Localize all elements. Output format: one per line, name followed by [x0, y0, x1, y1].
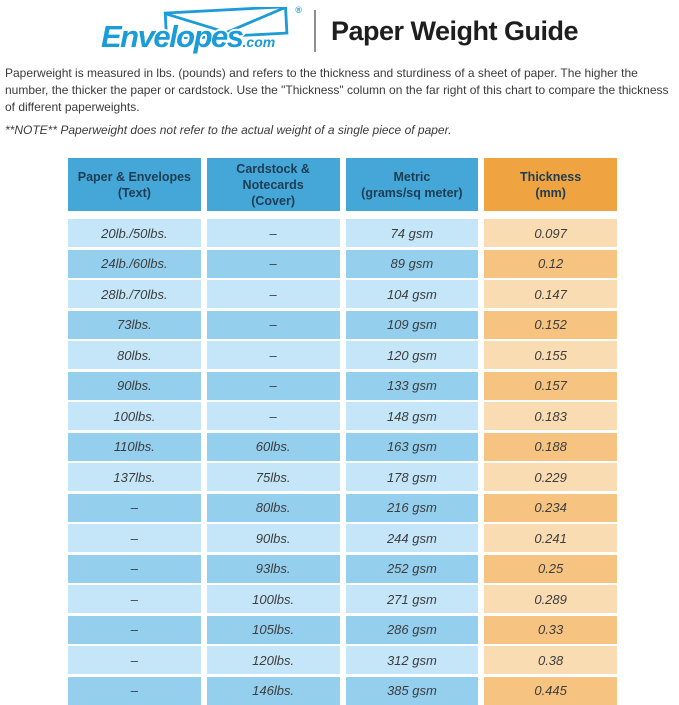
table-cell: 137lbs. [68, 463, 201, 492]
table-cell: – [206, 219, 340, 248]
table-cell: 312 gsm [345, 646, 479, 675]
table-cell: – [68, 524, 201, 553]
table-cell: – [68, 615, 201, 644]
table-cell: 60lbs. [206, 432, 340, 461]
table-cell: 0.289 [484, 585, 617, 614]
table-cell: 74 gsm [345, 219, 479, 248]
table-cell: 0.097 [484, 219, 617, 248]
table-cell: – [68, 676, 201, 705]
registered-mark: ® [295, 5, 302, 15]
header-cell: Metric (grams/sq meter) [345, 158, 479, 212]
table-cell: 0.445 [484, 676, 617, 705]
table-cell: 252 gsm [345, 554, 479, 583]
table-cell: 0.234 [484, 493, 617, 522]
table-row: 137lbs. 75lbs. 178 gsm 0.229 [68, 463, 617, 492]
table-row: –146lbs. 385 gsm 0.445 [68, 676, 617, 705]
table-cell: 0.12 [484, 249, 617, 278]
note-paragraph: **NOTE** Paperweight does not refer to t… [5, 123, 452, 138]
header-divider [313, 10, 316, 52]
table-cell: 100lbs. [206, 585, 340, 614]
table-header-row: Paper & Envelopes (Text) Cardstock & Notec… [68, 158, 617, 212]
logo-text: Envelopes.com [101, 19, 275, 55]
table-cell: 120 gsm [345, 341, 479, 370]
masthead: ® Envelopes.com Paper Weight Guide [0, 0, 679, 56]
table-cell: 0.183 [484, 402, 617, 431]
table-cell: 271 gsm [345, 585, 479, 614]
table-cell: 75lbs. [206, 463, 340, 492]
table-row: –105lbs. 286 gsm 0.33 [68, 615, 617, 644]
table-cell: 148 gsm [345, 402, 479, 431]
table-cell: 146lbs. [206, 676, 340, 705]
intro-paragraph: Paperweight is measured in lbs. (pounds)… [5, 66, 669, 114]
table-cell: 73lbs. [68, 310, 201, 339]
table-row: 110lbs. 60lbs. 163 gsm 0.188 [68, 432, 617, 461]
table-cell: 216 gsm [345, 493, 479, 522]
table-cell: 0.155 [484, 341, 617, 370]
table-cell: – [206, 341, 340, 370]
logo-tld: .com [242, 34, 276, 50]
table-cell: 20lb./50lbs. [68, 219, 201, 248]
table-cell: 80lbs. [206, 493, 340, 522]
table-cell: 0.188 [484, 432, 617, 461]
table-cell: 28lb./70lbs. [68, 280, 201, 309]
envelope-icon [163, 7, 289, 39]
table-cell: 120lbs. [206, 646, 340, 675]
table-cell: 24lb./60lbs. [68, 249, 201, 278]
table-row: 100lbs. –148 gsm 0.183 [68, 402, 617, 431]
header-cell: Paper & Envelopes (Text) [68, 158, 201, 212]
table-cell: 109 gsm [345, 310, 479, 339]
table-cell: 0.147 [484, 280, 617, 309]
table-cell: 0.241 [484, 524, 617, 553]
table-cell: 0.229 [484, 463, 617, 492]
table-cell: 93lbs. [206, 554, 340, 583]
page-title: Paper Weight Guide [330, 15, 579, 46]
table-row: 24lb./60lbs. –89 gsm 0.12 [68, 249, 617, 278]
table-cell: 244 gsm [345, 524, 479, 553]
header-cell: Cardstock & Notecards (Cover) [206, 158, 340, 212]
table-cell: 80lbs. [68, 341, 201, 370]
table-row: –90lbs. 244 gsm 0.241 [68, 524, 617, 553]
table-body: 20lb./50lbs. –74 gsm 0.097 24lb./60lbs. –89 … [68, 219, 617, 705]
table-cell: 90lbs. [68, 371, 201, 400]
table-cell: 89 gsm [345, 249, 479, 278]
table-cell: – [68, 585, 201, 614]
table-cell: 100lbs. [68, 402, 201, 431]
table-cell: – [206, 280, 340, 309]
table-cell: – [68, 646, 201, 675]
table-cell: 163 gsm [345, 432, 479, 461]
table-row: 20lb./50lbs. –74 gsm 0.097 [68, 219, 617, 248]
table-row: 90lbs. –133 gsm 0.157 [68, 371, 617, 400]
table-cell: – [68, 554, 201, 583]
table-cell: 104 gsm [345, 280, 479, 309]
table-cell: 110lbs. [68, 432, 201, 461]
table-row: –120lbs. 312 gsm 0.38 [68, 646, 617, 675]
logo-brand: Envelopes [100, 19, 244, 54]
table-cell: 0.33 [484, 615, 617, 644]
envelopes-logo: ® Envelopes.com [101, 5, 302, 55]
table-cell: 385 gsm [345, 676, 479, 705]
table-cell: 178 gsm [345, 463, 479, 492]
table-row: –100lbs. 271 gsm 0.289 [68, 585, 617, 614]
table-row: 28lb./70lbs. –104 gsm 0.147 [68, 280, 617, 309]
table-cell: 0.157 [484, 371, 617, 400]
table-cell: 0.152 [484, 310, 617, 339]
table-row: –80lbs. 216 gsm 0.234 [68, 493, 617, 522]
table-cell: 105lbs. [206, 615, 340, 644]
table-cell: – [206, 371, 340, 400]
header-cell: Thickness (mm) [484, 158, 617, 212]
table-cell: – [206, 249, 340, 278]
table-cell: 90lbs. [206, 524, 340, 553]
table-cell: 286 gsm [345, 615, 479, 644]
table-row: 80lbs. –120 gsm 0.155 [68, 341, 617, 370]
table-cell: – [206, 402, 340, 431]
table-row: 73lbs. –109 gsm 0.152 [68, 310, 617, 339]
table-row: –93lbs. 252 gsm 0.25 [68, 554, 617, 583]
table-cell: 133 gsm [345, 371, 479, 400]
table-cell: 0.25 [484, 554, 617, 583]
table-cell: – [68, 493, 201, 522]
paper-weight-table: Paper & Envelopes (Text) Cardstock & Notec… [68, 158, 617, 705]
table-cell: – [206, 310, 340, 339]
table-cell: 0.38 [484, 646, 617, 675]
